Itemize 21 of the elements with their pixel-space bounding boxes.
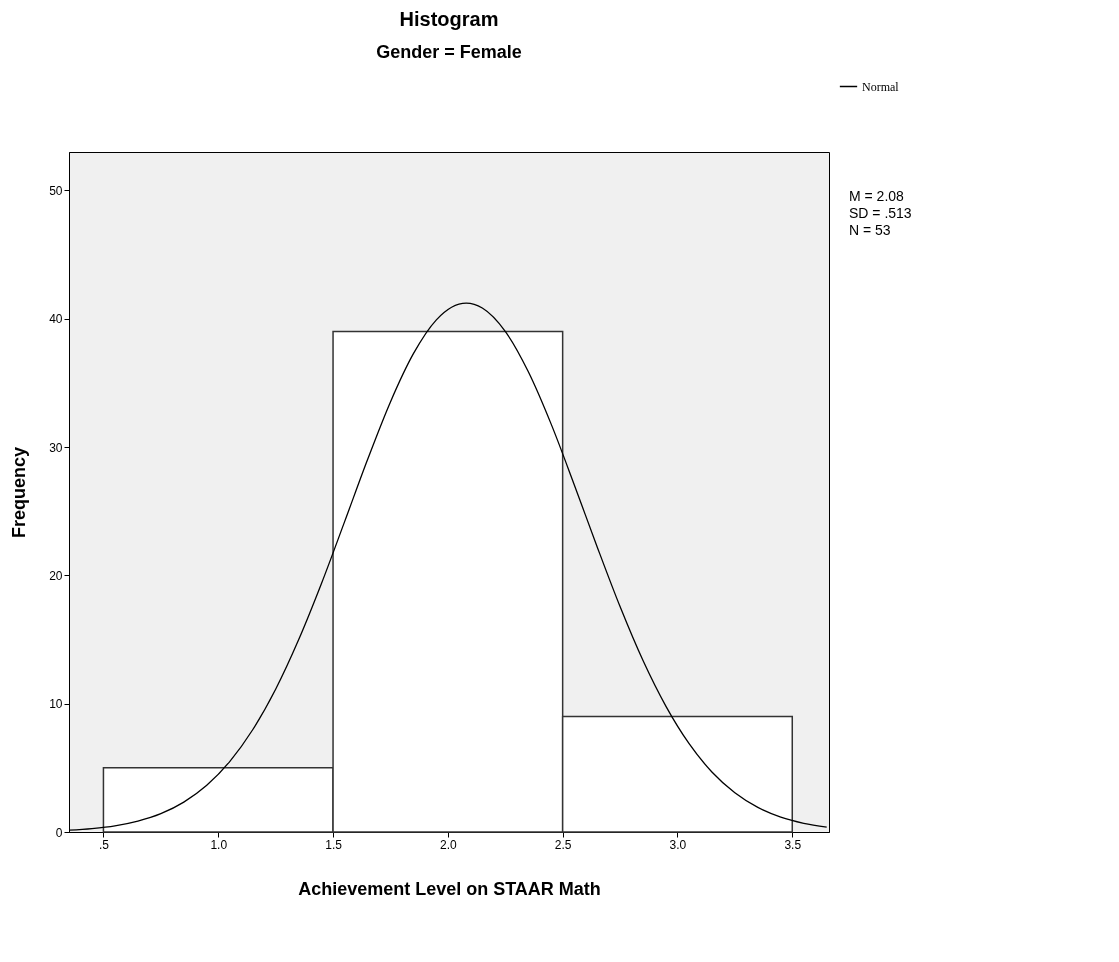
chart-title: Histogram: [399, 8, 499, 30]
y-tick-label: 0: [55, 825, 63, 840]
x-tick-label: 3.0: [669, 837, 687, 852]
chart-subtitle: Gender = Female: [376, 42, 522, 62]
y-tick-label: 40: [49, 312, 63, 327]
text: N = 53: [849, 222, 891, 238]
y-tick-label: 10: [49, 697, 63, 712]
x-tick-label: 2.0: [440, 837, 458, 852]
x-axis-title: Achievement Level on STAAR Math: [298, 878, 601, 899]
text: M = 2.08: [849, 188, 905, 204]
x-tick-label: 1.5: [325, 837, 343, 852]
text: SD = .513: [849, 205, 912, 221]
x-tick-label: 2.5: [554, 837, 572, 852]
y-tick-label: 20: [49, 568, 63, 583]
x-tick-label: 3.5: [784, 837, 802, 852]
legend-label: Normal: [862, 79, 900, 94]
x-tick-label: 1.0: [210, 837, 228, 852]
y-tick-label: 50: [49, 183, 63, 198]
x-tick-label: .5: [98, 837, 110, 852]
y-tick-label: 30: [49, 440, 63, 455]
y-axis-title: Frequency: [9, 446, 30, 539]
